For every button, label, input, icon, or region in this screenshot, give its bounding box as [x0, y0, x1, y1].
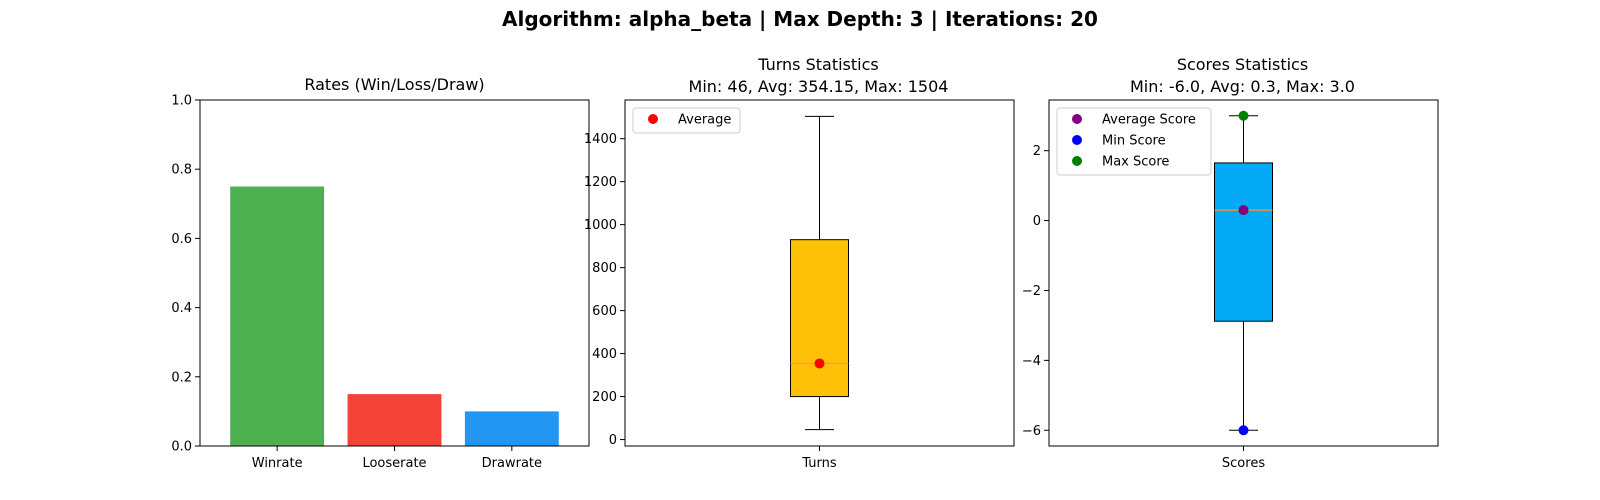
turns-ytick-label: 200	[592, 390, 617, 405]
xtick-label-drawrate: Drawrate	[482, 456, 542, 471]
turns-ytick-label: 1200	[584, 175, 617, 190]
scores-ytick-label: −6	[1022, 424, 1041, 439]
scores-ytick-label: −4	[1022, 354, 1041, 369]
scores-legend-frame	[1056, 107, 1212, 176]
turns-ytick-label: 800	[592, 261, 617, 276]
rates-ytick-label: 0.4	[171, 301, 192, 316]
turns-ytick-label: 0	[609, 433, 617, 448]
rates-ytick-label: 0.0	[171, 440, 192, 455]
bar-looserate	[347, 394, 442, 446]
bar-winrate	[230, 186, 325, 446]
rates-ytick-label: 0.2	[171, 370, 192, 385]
scores-ytick-label: 0	[1033, 214, 1041, 229]
scores-legend: Average Score Min Score Max Score	[1056, 107, 1212, 176]
turns-axes-frame	[624, 99, 1015, 447]
turns-panel: Turns Statistics Min: 46, Avg: 354.15, M…	[584, 55, 1015, 471]
rates-axes-frame	[199, 99, 590, 447]
turns-legend: Average	[632, 107, 741, 134]
scores-point-max-score	[1238, 110, 1249, 121]
scores-ytick-label: 2	[1033, 144, 1041, 159]
turns-title: Turns Statistics	[757, 55, 878, 74]
scores-xtick-label: Scores	[1222, 456, 1265, 471]
rates-panel: Rates (Win/Loss/Draw) Winrate Looserate Dr…	[171, 75, 590, 471]
turns-legend-marker	[648, 114, 658, 124]
scores-legend-label: Max Score	[1102, 155, 1169, 170]
turns-ytick-label: 1000	[584, 218, 617, 233]
turns-legend-frame	[632, 107, 741, 134]
turns-ytick-label: 1400	[584, 132, 617, 147]
xtick-label-looserate: Looserate	[362, 456, 426, 471]
figure-title: Algorithm: alpha_beta | Max Depth: 3 | I…	[502, 7, 1098, 31]
scores-point-average-score	[1238, 205, 1249, 216]
scores-point-min-score	[1238, 425, 1249, 436]
rates-ytick-label: 0.8	[171, 163, 192, 178]
turns-legend-label: Average	[678, 113, 731, 128]
turns-point-average	[814, 358, 825, 369]
turns-ytick-label: 600	[592, 304, 617, 319]
scores-legend-marker	[1072, 114, 1082, 124]
rates-ytick-label: 0.6	[171, 232, 192, 247]
scores-subtitle: Min: -6.0, Avg: 0.3, Max: 3.0	[1130, 77, 1355, 96]
turns-xtick-label: Turns	[801, 456, 837, 471]
rates-ytick-label: 1.0	[171, 94, 192, 109]
scores-legend-label: Min Score	[1102, 134, 1166, 149]
scores-panel: Scores Statistics Min: -6.0, Avg: 0.3, M…	[1022, 55, 1439, 471]
xtick-label-winrate: Winrate	[252, 456, 303, 471]
bar-drawrate	[464, 411, 559, 446]
turns-subtitle: Min: 46, Avg: 354.15, Max: 1504	[689, 77, 949, 96]
rates-title: Rates (Win/Loss/Draw)	[304, 75, 484, 94]
scores-axes-frame	[1048, 99, 1439, 447]
scores-legend-marker	[1072, 135, 1082, 145]
scores-ytick-label: −2	[1022, 284, 1041, 299]
scores-title: Scores Statistics	[1177, 55, 1308, 74]
scores-legend-marker	[1072, 156, 1082, 166]
turns-ytick-label: 400	[592, 347, 617, 362]
scores-legend-label: Average Score	[1102, 113, 1196, 128]
scores-box	[1214, 162, 1273, 322]
turns-box	[790, 239, 849, 398]
